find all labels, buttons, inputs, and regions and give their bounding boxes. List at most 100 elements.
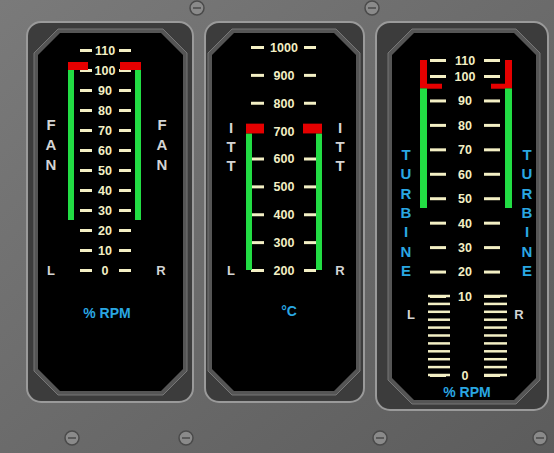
tick-dash	[430, 124, 446, 127]
tick-dash	[304, 102, 316, 105]
tick-dash	[430, 99, 446, 102]
bars	[246, 124, 322, 270]
tick-label: 0	[102, 264, 109, 278]
tick-dash	[251, 102, 264, 105]
screw-slot	[182, 437, 190, 439]
minor-tick	[428, 318, 450, 321]
tick-dash	[119, 209, 131, 212]
tick-label: 90	[458, 94, 472, 108]
tick: 400	[251, 208, 316, 222]
gauge-face	[392, 33, 536, 400]
y-axis: 0102030405060708090100110	[80, 44, 131, 278]
tick-label: 40	[98, 184, 112, 198]
gauge-title: ITT	[226, 119, 235, 174]
limit-block	[68, 62, 88, 70]
tick-label: 20	[98, 224, 112, 238]
bar	[68, 70, 74, 220]
gauge-title: TURBINE	[522, 146, 533, 279]
limit-block	[246, 124, 264, 134]
tick: 0	[80, 264, 131, 278]
tick: 90	[80, 84, 131, 98]
tick-dash	[119, 149, 131, 152]
tick-dash	[251, 46, 264, 49]
screw-slot	[536, 437, 544, 439]
minor-tick	[484, 334, 507, 337]
tick-dash	[484, 271, 500, 274]
tick-dash	[484, 99, 500, 102]
category-label: L	[407, 307, 415, 322]
tick-dash	[304, 213, 316, 216]
tick-label: 80	[458, 119, 472, 133]
bar	[420, 88, 427, 208]
minor-tick	[484, 318, 507, 321]
tick-dash	[80, 229, 92, 232]
category-label: R	[156, 263, 166, 278]
tick-dash	[251, 185, 264, 188]
minor-tick	[428, 358, 450, 361]
category-label: L	[227, 263, 235, 278]
minor-tick	[428, 366, 450, 369]
tick-dash	[251, 158, 264, 161]
bezel-rim	[208, 29, 360, 395]
unit-label: °C	[281, 303, 297, 319]
tick-dash	[430, 173, 446, 176]
screw-slot	[376, 437, 384, 439]
unit-label: % RPM	[83, 305, 130, 321]
minor-tick	[484, 366, 507, 369]
tick-dash	[484, 124, 500, 127]
tick: 800	[251, 97, 316, 111]
minor-tick	[428, 350, 450, 353]
tick-dash	[80, 249, 92, 252]
limit-block	[303, 124, 322, 134]
tick: 600	[251, 152, 316, 166]
y-axis: 0102030405060708090100110	[430, 54, 500, 383]
bars	[68, 62, 141, 220]
minor-tick	[484, 326, 507, 329]
gauge-title: FAN	[46, 116, 57, 173]
tick-label: 70	[458, 143, 472, 157]
tick-label: 110	[455, 54, 475, 68]
tick: 20	[80, 224, 131, 238]
screw	[533, 431, 547, 445]
tick-dash	[304, 46, 316, 49]
minor-tick	[484, 358, 507, 361]
screw	[179, 431, 193, 445]
tick-label: 700	[274, 125, 295, 139]
bar	[246, 133, 252, 270]
tick: 70	[430, 143, 500, 157]
tick-label: 20	[458, 265, 472, 279]
limit-flag	[427, 84, 442, 89]
tick-label: 10	[458, 290, 472, 304]
panel-svg: 0102030405060708090100110FANFANLR% RPM20…	[0, 0, 554, 453]
tick-dash	[251, 213, 264, 216]
tick-label: 10	[98, 244, 112, 258]
tick-dash	[80, 149, 92, 152]
bezel	[205, 22, 364, 402]
gauge: 2003004005006007008009001000ITTITTLR°C	[205, 22, 364, 402]
tick-label: 400	[274, 208, 295, 222]
tick: 300	[251, 236, 316, 250]
tick-label: 40	[458, 217, 472, 231]
tick-dash	[119, 49, 131, 52]
gauge-title: ITT	[335, 119, 344, 174]
minor-tick	[428, 311, 450, 314]
tick-dash	[304, 241, 316, 244]
limit-bar	[420, 60, 427, 88]
tick: 20	[430, 265, 500, 279]
minor-tick	[484, 303, 507, 306]
tick-dash	[119, 189, 131, 192]
tick: 80	[430, 119, 500, 133]
tick: 110	[430, 54, 500, 68]
bar	[505, 88, 512, 208]
minor-tick	[428, 334, 450, 337]
tick: 900	[251, 69, 316, 83]
tick-label: 50	[458, 192, 472, 206]
minor-tick	[428, 374, 450, 377]
tick-dash	[119, 89, 131, 92]
tick-dash	[484, 197, 500, 200]
limit-bar	[505, 60, 512, 88]
screw	[65, 431, 79, 445]
tick-dash	[119, 249, 131, 252]
tick-label: 300	[274, 236, 295, 250]
tick-label: 50	[98, 164, 112, 178]
